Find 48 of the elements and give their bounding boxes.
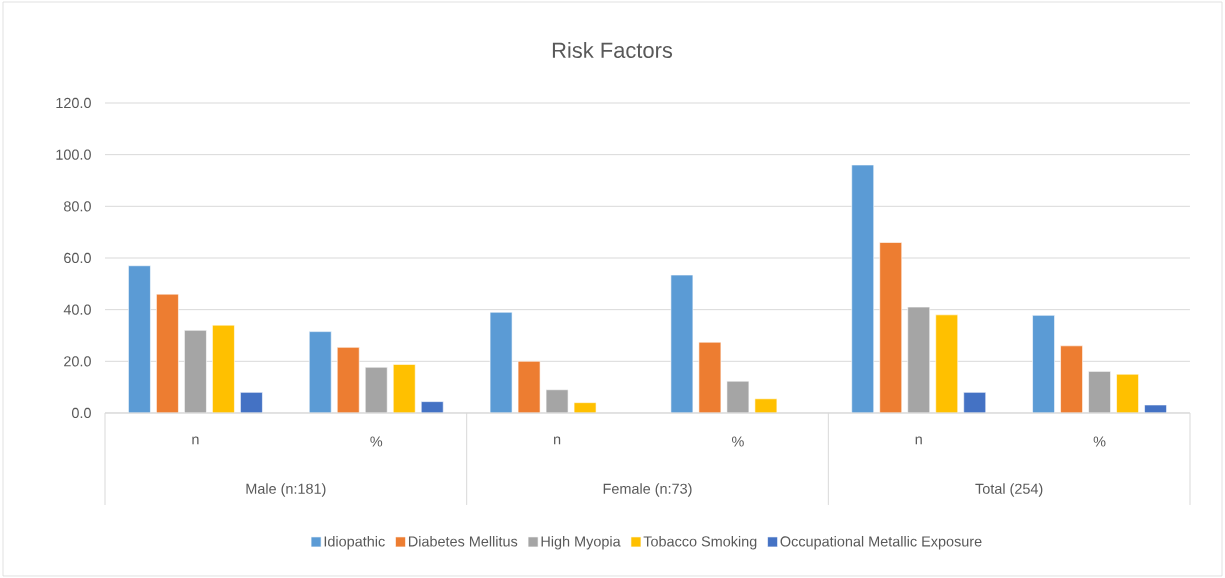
bar <box>517 361 541 413</box>
x-tick-label: % <box>1093 436 1106 447</box>
x-tick-label: n <box>915 436 922 445</box>
text: Male (n:181) <box>246 483 326 497</box>
legend-label: Occupational Metallic Exposure <box>780 535 982 550</box>
bar <box>1088 371 1111 413</box>
bar <box>1032 315 1055 413</box>
bar <box>240 392 263 413</box>
x-tick-label: n <box>192 436 199 445</box>
bar <box>184 330 207 413</box>
chart-title: Risk Factors <box>552 41 673 59</box>
x-tick-label: % <box>370 436 383 447</box>
bar <box>879 242 903 413</box>
bar <box>573 402 597 413</box>
bar <box>851 164 875 413</box>
bar <box>1144 404 1167 413</box>
bar <box>1060 345 1083 413</box>
y-tick-label: 60.0 <box>64 252 91 264</box>
y-tick-label: 0.0 <box>71 407 91 419</box>
bar <box>907 306 931 413</box>
legend-label: High Myopia <box>541 535 621 550</box>
y-tick-label: 100.0 <box>56 149 91 160</box>
bar <box>392 364 416 413</box>
bar <box>670 274 694 413</box>
y-tick-label: 20.0 <box>64 356 91 367</box>
bar <box>935 314 959 413</box>
x-tick-label: % <box>731 436 744 447</box>
bar <box>489 311 513 413</box>
legend-label: Idiopathic <box>324 535 385 550</box>
bar <box>420 401 444 413</box>
bar <box>156 293 179 413</box>
x-tick-label: n <box>554 436 561 445</box>
bar <box>698 341 722 413</box>
y-tick-label: 120.0 <box>56 97 91 109</box>
bar <box>128 265 151 413</box>
text: Female (n:73) <box>603 483 692 497</box>
bar <box>963 392 987 413</box>
y-tick-label: 40.0 <box>63 304 91 315</box>
y-tick-label: 80.0 <box>64 201 91 212</box>
legend-label: Diabetes Mellitus <box>408 535 518 547</box>
text: Total (254) <box>975 483 1043 497</box>
bar <box>364 366 388 413</box>
bar <box>754 398 778 413</box>
bar <box>1116 373 1139 413</box>
bar <box>212 324 235 413</box>
legend-label: Tobacco Smoking <box>643 535 757 550</box>
bar <box>336 347 360 413</box>
bar <box>308 331 332 413</box>
